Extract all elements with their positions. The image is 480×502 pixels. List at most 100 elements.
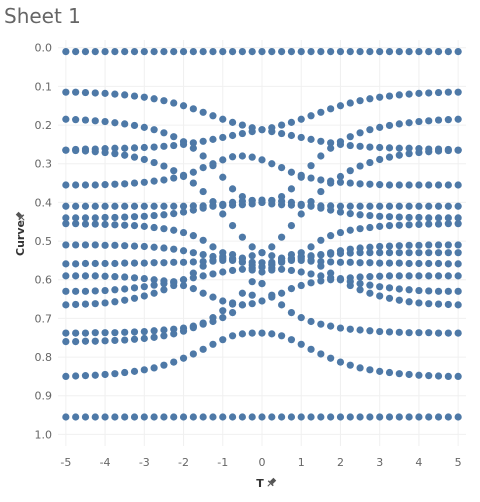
data-point[interactable] bbox=[346, 99, 354, 107]
data-point[interactable] bbox=[238, 301, 246, 309]
data-point[interactable] bbox=[346, 325, 354, 333]
y-axis-title-group[interactable]: Curve bbox=[14, 211, 27, 256]
data-point[interactable] bbox=[189, 413, 197, 421]
data-point[interactable] bbox=[366, 273, 374, 281]
data-point[interactable] bbox=[317, 137, 325, 145]
data-point[interactable] bbox=[238, 233, 246, 241]
data-point[interactable] bbox=[140, 202, 148, 210]
data-point[interactable] bbox=[356, 129, 364, 137]
data-point[interactable] bbox=[297, 252, 305, 261]
data-point[interactable] bbox=[395, 370, 403, 378]
data-point[interactable] bbox=[101, 181, 109, 189]
data-point[interactable] bbox=[327, 269, 335, 277]
data-point[interactable] bbox=[297, 133, 305, 142]
data-point[interactable] bbox=[170, 210, 178, 218]
data-point[interactable] bbox=[170, 358, 178, 366]
y-axis-pin-icon[interactable] bbox=[15, 211, 27, 223]
data-point[interactable] bbox=[62, 88, 70, 96]
data-point[interactable] bbox=[130, 284, 139, 292]
data-point[interactable] bbox=[268, 48, 276, 56]
data-point[interactable] bbox=[346, 141, 354, 150]
data-point[interactable] bbox=[385, 144, 394, 152]
data-point[interactable] bbox=[62, 260, 70, 268]
data-point[interactable] bbox=[366, 223, 374, 232]
data-point[interactable] bbox=[307, 48, 315, 56]
data-point[interactable] bbox=[209, 413, 217, 421]
data-point[interactable] bbox=[179, 102, 188, 110]
data-point[interactable] bbox=[81, 116, 90, 124]
data-point[interactable] bbox=[130, 144, 139, 152]
data-point[interactable] bbox=[356, 180, 364, 188]
data-point[interactable] bbox=[336, 48, 345, 56]
data-point[interactable] bbox=[336, 172, 345, 181]
data-point[interactable] bbox=[307, 162, 315, 170]
data-point[interactable] bbox=[287, 131, 296, 140]
data-point[interactable] bbox=[425, 181, 433, 189]
data-point[interactable] bbox=[376, 155, 384, 164]
data-point[interactable] bbox=[150, 95, 158, 103]
data-point[interactable] bbox=[415, 220, 423, 229]
data-point[interactable] bbox=[395, 242, 403, 250]
data-point[interactable] bbox=[336, 228, 345, 237]
data-point[interactable] bbox=[434, 202, 443, 210]
data-point[interactable] bbox=[327, 258, 335, 266]
data-point[interactable] bbox=[121, 368, 129, 377]
data-point[interactable] bbox=[336, 258, 345, 266]
data-point[interactable] bbox=[395, 328, 403, 336]
data-point[interactable] bbox=[72, 241, 80, 249]
data-point[interactable] bbox=[444, 181, 452, 189]
data-point[interactable] bbox=[91, 329, 99, 337]
data-point[interactable] bbox=[376, 272, 384, 280]
data-point[interactable] bbox=[434, 48, 443, 56]
data-point[interactable] bbox=[81, 300, 90, 308]
data-point[interactable] bbox=[454, 301, 462, 309]
data-point[interactable] bbox=[376, 259, 384, 267]
data-point[interactable] bbox=[121, 151, 129, 159]
data-point[interactable] bbox=[170, 226, 178, 234]
data-point[interactable] bbox=[101, 148, 109, 157]
data-point[interactable] bbox=[111, 273, 119, 281]
data-point[interactable] bbox=[248, 243, 256, 251]
data-point[interactable] bbox=[111, 413, 119, 421]
data-point[interactable] bbox=[228, 222, 237, 230]
data-point[interactable] bbox=[130, 259, 139, 267]
data-point[interactable] bbox=[297, 115, 305, 123]
data-point[interactable] bbox=[72, 88, 80, 96]
data-point[interactable] bbox=[228, 332, 237, 340]
data-point[interactable] bbox=[268, 291, 276, 299]
data-point[interactable] bbox=[140, 327, 148, 336]
data-point[interactable] bbox=[72, 116, 80, 124]
data-point[interactable] bbox=[287, 118, 296, 126]
data-point[interactable] bbox=[91, 413, 99, 421]
data-point[interactable] bbox=[91, 272, 99, 280]
data-point[interactable] bbox=[238, 265, 246, 273]
data-point[interactable] bbox=[356, 259, 364, 267]
data-point[interactable] bbox=[434, 181, 443, 189]
data-point[interactable] bbox=[62, 287, 70, 295]
data-point[interactable] bbox=[160, 48, 168, 56]
data-point[interactable] bbox=[72, 300, 80, 309]
data-point[interactable] bbox=[111, 286, 119, 294]
data-point[interactable] bbox=[209, 314, 217, 322]
data-point[interactable] bbox=[297, 48, 305, 56]
data-point[interactable] bbox=[160, 202, 168, 210]
data-point[interactable] bbox=[415, 259, 423, 268]
data-point[interactable] bbox=[62, 181, 70, 189]
data-point[interactable] bbox=[179, 171, 188, 179]
data-point[interactable] bbox=[140, 178, 148, 186]
data-point[interactable] bbox=[121, 296, 129, 304]
data-point[interactable] bbox=[287, 168, 296, 176]
data-point[interactable] bbox=[268, 413, 276, 421]
data-point[interactable] bbox=[179, 354, 188, 362]
data-point[interactable] bbox=[130, 153, 139, 161]
data-point[interactable] bbox=[395, 91, 403, 99]
data-point[interactable] bbox=[454, 202, 462, 210]
data-point[interactable] bbox=[425, 372, 433, 380]
data-point[interactable] bbox=[150, 243, 158, 251]
data-point[interactable] bbox=[425, 329, 433, 337]
data-point[interactable] bbox=[91, 89, 99, 97]
data-point[interactable] bbox=[111, 298, 119, 306]
data-point[interactable] bbox=[385, 242, 394, 250]
data-point[interactable] bbox=[405, 370, 413, 379]
data-point[interactable] bbox=[179, 247, 188, 255]
